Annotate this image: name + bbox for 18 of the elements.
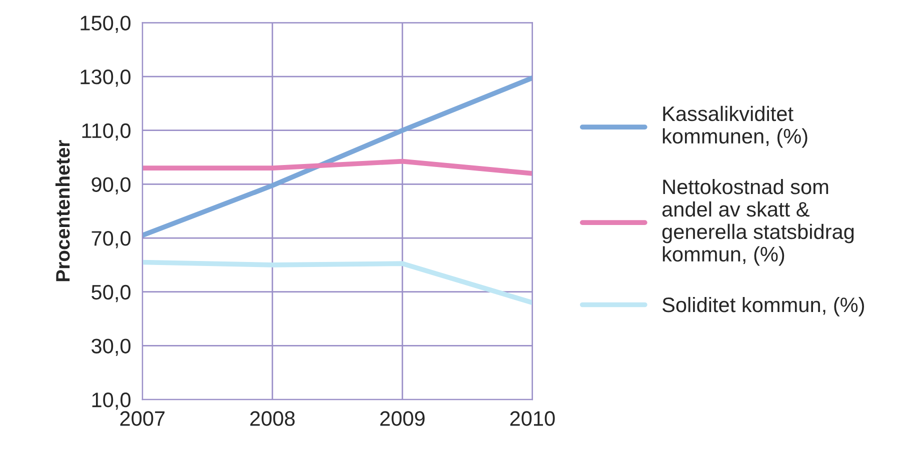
y-axis-title: Procentenheter	[55, 140, 70, 282]
legend-label: Nettokostnad som andel av skatt & generella statsbidrag kommun, (%)	[662, 178, 854, 266]
x-tick-label: 2009	[380, 411, 425, 426]
y-tick-label: 50,0	[92, 284, 130, 302]
x-tick-label: 2010	[510, 411, 555, 426]
legend-label: Soliditet kommun, (%)	[662, 296, 864, 316]
x-tick-label: 2008	[250, 411, 295, 426]
y-tick-label: 90,0	[92, 177, 130, 194]
y-tick-label: 110,0	[82, 123, 130, 141]
y-tick-label: 130,0	[80, 70, 130, 87]
line-series	[142, 75, 532, 238]
x-tick-label: 2007	[120, 411, 165, 426]
y-tick-label: 10,0	[92, 392, 130, 410]
y-tick-label: 30,0	[92, 338, 130, 356]
legend-label: Kassalikviditet kommunen, (%)	[662, 106, 808, 148]
line-series	[142, 260, 532, 306]
y-tick-label: 150,0	[80, 16, 130, 33]
y-tick-label: 70,0	[92, 231, 130, 248]
